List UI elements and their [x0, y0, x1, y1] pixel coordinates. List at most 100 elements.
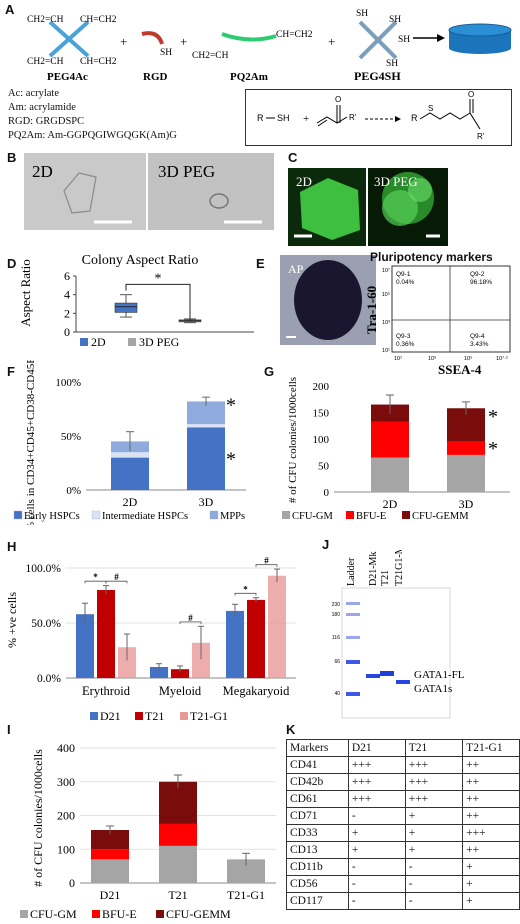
table-cell: ++ — [462, 756, 520, 774]
table-cell: + — [404, 807, 464, 825]
fluorescence-2d-label: 2D — [296, 174, 312, 189]
table-row: CD41 +++ +++ ++ — [286, 756, 520, 774]
reaction-o-label: O — [335, 95, 341, 104]
y-tick-label: 0 — [69, 876, 75, 890]
table-cell: + — [404, 841, 464, 859]
panel-j-western-blot: Ladder D21-Mk T21 T21G1-Mk 230 180 116 6… — [332, 550, 465, 719]
gata1-fl-label: GATA1-FL — [414, 669, 465, 681]
table-cell: T21 — [404, 739, 464, 757]
flow-y-tick: 10¹ — [382, 348, 390, 354]
def-rgd: RGD: GRGDSPC — [8, 116, 85, 127]
blot-frame — [341, 587, 451, 719]
product-r-label: R — [411, 113, 418, 123]
panel-b-micrographs: 2D 3D PEG — [24, 153, 274, 230]
bar-mpps — [187, 401, 225, 425]
ladder-band — [346, 602, 360, 605]
lane-label: D21-Mk — [368, 552, 379, 586]
panel-c-fluorescence: 2D 3D PEG — [288, 168, 448, 246]
panel-a-label: A — [5, 2, 15, 17]
bar-cfu-gm — [227, 859, 265, 883]
table-cell: - — [347, 892, 406, 910]
table-row: CD13 + + ++ — [286, 841, 520, 859]
colony-2d-outline — [63, 172, 97, 214]
def-pq2am: PQ2Am: Am-GGPQGIWGQGK(Am)G — [8, 130, 177, 141]
mw-marker: 180 — [332, 612, 341, 618]
significance-mark: * — [226, 449, 236, 471]
y-axis-label: % +ve cells — [5, 592, 19, 648]
flow-x-tick: 10⁷·² — [496, 355, 508, 362]
rgd-strand — [141, 31, 164, 45]
bar-d21 — [150, 667, 168, 678]
panel-e-label: E — [256, 256, 265, 271]
table-row: CD117- - + — [286, 892, 520, 910]
pq2am-group: CH2=CH — [192, 51, 229, 61]
legend-swatch — [20, 910, 28, 918]
y-tick-label: 50.0% — [31, 618, 61, 630]
panel-f-hspc-chart: 0% 50% 100% 2D 3D % cells in CD34+CD45+CD38-C… — [13, 360, 246, 525]
bar-cfu-gemm — [159, 781, 197, 824]
significance-mark: * — [488, 438, 498, 460]
panel-c-label: C — [288, 150, 298, 165]
panel-i-cfu-chart: 0 100 200 300 400 D21 T21 T21-G1 # of CFU coloni… — [20, 741, 276, 921]
panel-h-label: H — [7, 539, 17, 554]
d21-gata1fl-band — [366, 674, 380, 678]
significance-bracket — [255, 564, 278, 567]
panel-b-label: B — [7, 150, 17, 165]
reaction-plus: + — [303, 113, 309, 125]
table-cell: - — [404, 875, 464, 893]
table-cell: CD71 — [286, 807, 349, 825]
peg4ac-label: PEG4Ac — [47, 71, 88, 82]
quadrant-q9-4-id: Q9-4 — [470, 333, 485, 340]
flow-x-axis-label: SSEA-4 — [438, 362, 482, 377]
legend-swatch — [92, 910, 100, 918]
panel-d-label: D — [7, 256, 17, 271]
table-cell: - — [404, 892, 464, 910]
table-cell: +++ — [404, 790, 464, 808]
flow-plot-frame — [391, 265, 511, 353]
table-cell: + — [347, 841, 406, 859]
panel-e-flow-plot: Q9-1 0.04% Q9-2 96.18% Q9-3 0.36% Q9-4 3… — [366, 265, 511, 377]
legend-label: D21 — [100, 709, 121, 723]
colony-3d-outline — [209, 193, 229, 209]
box-2d — [114, 302, 138, 313]
table-cell: - — [347, 858, 406, 876]
legend-swatch — [346, 511, 354, 519]
rgd-group: SH — [160, 48, 172, 58]
peg4sh-group: SH — [356, 9, 368, 19]
table-cell: Markers — [286, 739, 349, 757]
bar-bfu-e — [159, 823, 197, 846]
peg4ac-arm — [48, 20, 90, 58]
table-row: CD42b +++ +++ ++ — [286, 773, 520, 791]
y-tick-label: 50% — [61, 431, 81, 443]
bar-cfu-gm — [371, 457, 409, 492]
legend-swatch — [135, 712, 143, 720]
y-tick-label: 4 — [64, 288, 70, 302]
x-tick-label: 2D — [123, 495, 138, 509]
panel-g-cfu-chart: 0 50 100 150 200 2D 3D # of CFU colonies/1000ce… — [282, 377, 510, 522]
bar-intermediate-hspcs — [187, 424, 225, 428]
quadrant-q9-3-id: Q9-3 — [396, 333, 411, 340]
y-tick-label: 0 — [64, 325, 70, 339]
marker-table: Markers D21 T21 T21-G1 CD41 +++ +++ ++ CD42b +++ +… — [286, 739, 520, 910]
y-tick-label: 150 — [313, 408, 330, 420]
peg4ac-group: CH=CH2 — [80, 15, 117, 25]
ladder-band — [346, 660, 360, 664]
y-tick-label: 0.0% — [37, 673, 61, 685]
table-cell: - — [347, 875, 406, 893]
table-cell: CD61 — [286, 790, 349, 808]
bar-cfu-gm — [447, 454, 485, 492]
x-tick-label: Myeloid — [159, 684, 202, 698]
legend-swatch — [282, 511, 290, 519]
table-cell: CD42b — [286, 773, 349, 791]
legend-swatch — [156, 910, 164, 918]
panel-i-label: I — [7, 722, 11, 737]
table-cell: +++ — [404, 773, 464, 791]
legend-label: Intermediate HSPCs — [102, 511, 188, 522]
pq2am-strand — [221, 32, 277, 42]
table-cell: - — [404, 858, 464, 876]
flow-x-tick: 10³ — [428, 356, 436, 362]
plus-sign: + — [180, 34, 187, 49]
quadrant-q9-1-value: 0.04% — [396, 279, 415, 286]
legend-label: CFU-GEMM — [412, 511, 469, 522]
significance-mark: # — [114, 572, 119, 582]
